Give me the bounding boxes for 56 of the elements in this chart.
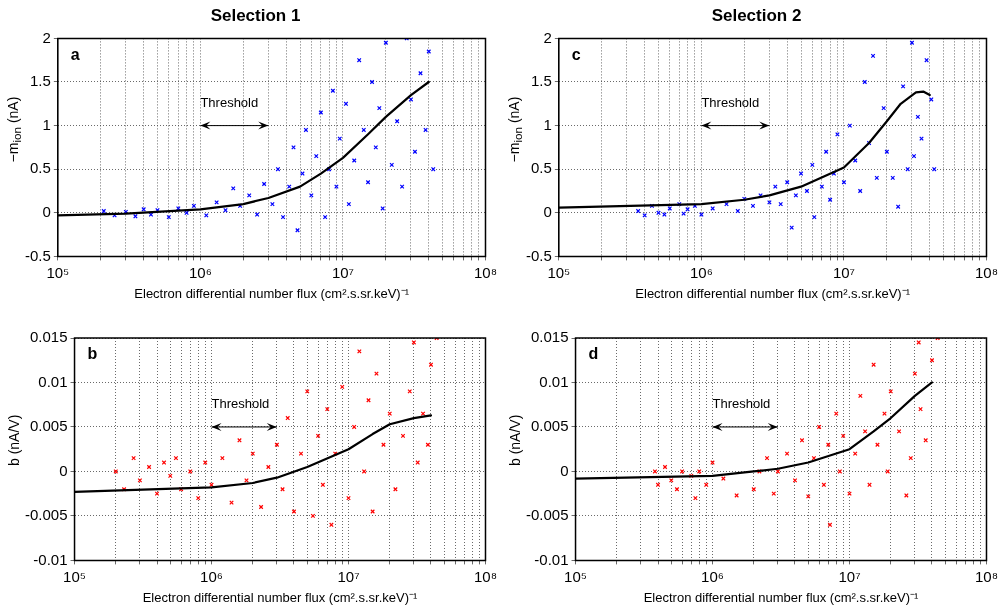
y-tick-label: -0.01 <box>33 550 68 568</box>
x-tick-label: 10⁸ <box>473 567 497 585</box>
y-tick-label: 0.015 <box>29 328 68 346</box>
x-tick-label: 10⁸ <box>473 263 497 281</box>
x-tick-label: 10⁷ <box>337 567 360 585</box>
y-tick-label: -0.005 <box>525 506 569 524</box>
y-tick-label: -0.5 <box>24 246 51 264</box>
y-tick-label: 0 <box>42 202 51 220</box>
annotation: c <box>571 45 581 63</box>
chart-title: Selection 2 <box>711 5 802 25</box>
annotation: Threshold <box>712 396 771 412</box>
annotation: d <box>588 345 599 363</box>
x-tick-label: 10⁷ <box>838 567 861 585</box>
x-tick-label: 10⁶ <box>689 263 713 281</box>
x-tick-label: 10⁵ <box>46 263 70 281</box>
y-tick-label: -0.005 <box>24 506 68 524</box>
y-tick-label: 2 <box>543 28 552 46</box>
y-tick-label: 1 <box>42 115 51 133</box>
y-tick-label: -0.01 <box>534 550 569 568</box>
y-tick-label: -0.5 <box>525 246 552 264</box>
y-tick-label: 0 <box>560 461 569 479</box>
x-tick-label: 10⁶ <box>200 567 223 585</box>
x-tick-label: 10⁵ <box>564 567 587 585</box>
annotation: a <box>70 45 80 63</box>
x-axis-title: Electron differential number flux (cm².s.sr.keV)⁻¹ <box>635 285 911 301</box>
y-tick-label: 0.5 <box>29 159 51 177</box>
chart-title: Selection 1 <box>210 5 301 25</box>
x-tick-label: 10⁸ <box>974 567 998 585</box>
y-axis-title: b (nA/V) <box>507 414 523 466</box>
annotation: b <box>87 345 98 363</box>
y-tick-label: 1.5 <box>29 72 51 90</box>
y-tick-label: 0 <box>543 202 552 220</box>
y-tick-label: 1.5 <box>530 72 552 90</box>
x-axis-title: Electron differential number flux (cm².s.sr.keV)⁻¹ <box>142 589 419 605</box>
x-axis-title: Electron differential number flux (cm².s.sr.keV)⁻¹ <box>134 285 410 301</box>
x-tick-label: 10⁷ <box>331 263 355 281</box>
annotation: Threshold <box>211 396 270 412</box>
y-tick-label: 1 <box>543 115 552 133</box>
x-tick-label: 10⁵ <box>547 263 571 281</box>
y-tick-label: 0.005 <box>29 417 68 435</box>
x-tick-label: 10⁶ <box>701 567 724 585</box>
y-tick-label: 0.01 <box>539 372 569 390</box>
x-axis-title: Electron differential number flux (cm².s.sr.keV)⁻¹ <box>643 589 920 605</box>
x-tick-label: 10⁵ <box>63 567 86 585</box>
y-axis-title: b (nA/V) <box>6 414 22 466</box>
x-tick-label: 10⁷ <box>832 263 856 281</box>
y-tick-label: 0.005 <box>530 417 569 435</box>
y-tick-label: 0.5 <box>530 159 552 177</box>
y-tick-label: 2 <box>42 28 51 46</box>
x-tick-label: 10⁶ <box>188 263 212 281</box>
annotation: Threshold <box>200 94 259 110</box>
annotation: Threshold <box>701 94 760 110</box>
y-tick-label: 0.01 <box>38 372 68 390</box>
y-tick-label: 0.015 <box>530 328 569 346</box>
y-tick-label: 0 <box>59 461 68 479</box>
x-tick-label: 10⁸ <box>974 263 998 281</box>
